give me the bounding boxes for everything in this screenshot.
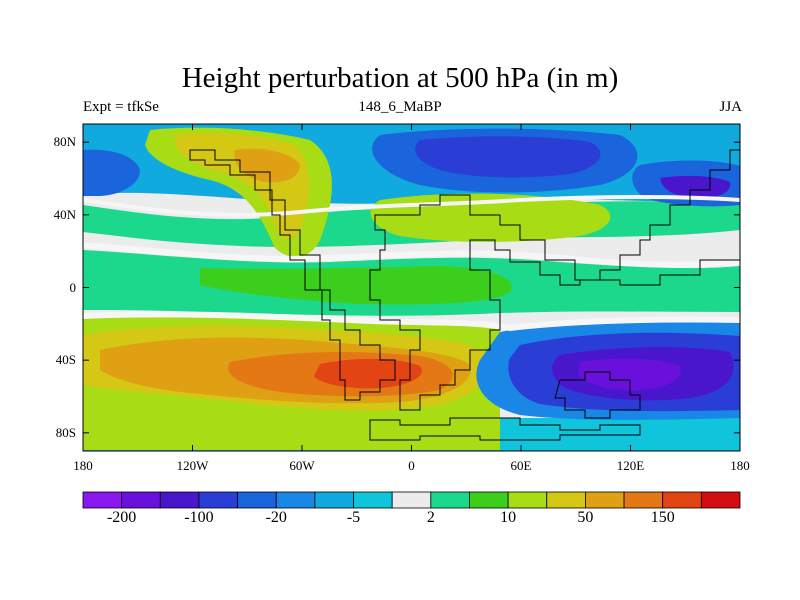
x-tick-label: 180 xyxy=(73,458,93,473)
colorbar-swatch xyxy=(662,491,702,509)
x-tick-label: 120W xyxy=(176,458,209,473)
contour-field xyxy=(83,124,740,451)
colorbar-label: 150 xyxy=(650,509,675,526)
colorbar-swatch xyxy=(275,491,316,509)
colorbar-swatch xyxy=(82,491,123,509)
colorbar-swatch xyxy=(314,491,354,509)
y-tick-label: 40N xyxy=(53,206,76,222)
colorbar-label: 50 xyxy=(577,509,594,526)
x-tick-label: 180 xyxy=(730,458,750,473)
colorbar-swatch xyxy=(237,491,277,509)
colorbar-label: 2 xyxy=(426,509,435,526)
colorbar-label: -200 xyxy=(106,509,137,526)
x-tick-label: 60W xyxy=(289,458,315,473)
colorbar-swatch xyxy=(700,491,741,509)
y-tick-label: 80N xyxy=(53,134,76,150)
coastline-outlines xyxy=(189,149,740,441)
colorbar-swatch xyxy=(585,491,625,509)
x-tick-label: 0 xyxy=(408,458,415,473)
colorbar-swatch xyxy=(623,491,664,509)
colorbar-swatch xyxy=(391,491,432,509)
colorbar-swatch xyxy=(430,491,470,509)
colorbar-swatch xyxy=(546,491,586,509)
colorbar-swatch xyxy=(353,491,393,509)
experiment-label: Expt = tfkSe xyxy=(83,99,159,115)
colorbar-label: -5 xyxy=(346,509,361,526)
colorbar xyxy=(82,491,741,509)
y-tick-label: 0 xyxy=(69,279,77,295)
colorbar-label: -100 xyxy=(184,509,214,526)
x-tick-label: 60E xyxy=(510,458,532,473)
y-tick-label: 80S xyxy=(55,424,76,440)
x-tick-label: 120E xyxy=(616,458,645,473)
y-tick-label: 40S xyxy=(55,352,76,368)
colorbar-swatch xyxy=(121,491,161,509)
axis-ticks xyxy=(82,124,741,451)
case-label: 148_6_MaBP xyxy=(358,99,442,115)
colorbar-label: -20 xyxy=(265,509,287,526)
colorbar-swatch xyxy=(469,491,509,509)
map-title: Height perturbation at 500 hPa (in m) xyxy=(181,62,619,94)
colorbar-label: 10 xyxy=(500,509,517,526)
colorbar-swatch xyxy=(159,491,200,509)
colorbar-swatch xyxy=(507,491,548,509)
colorbar-swatch xyxy=(198,491,238,509)
season-label: JJA xyxy=(719,99,742,115)
